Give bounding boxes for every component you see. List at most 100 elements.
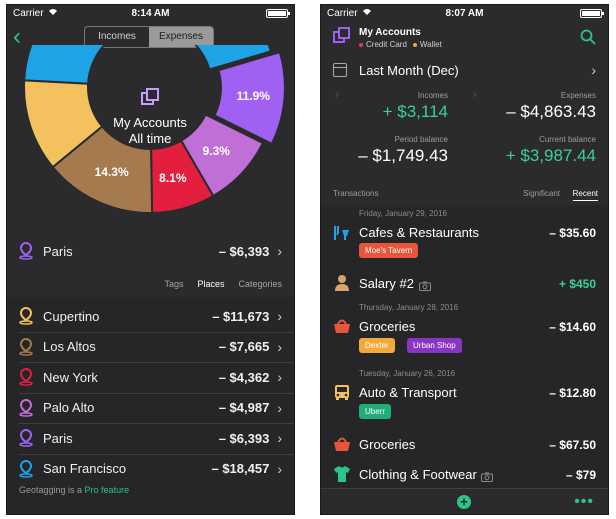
group-tabs: Tags Places Categories [164, 279, 282, 289]
transaction-amount: – $67.50 [549, 438, 596, 452]
tag-chip[interactable]: Uberr [359, 404, 392, 419]
chevron-right-icon: › [277, 369, 282, 385]
basket-icon [333, 317, 351, 335]
footnote-text: Geotagging is a [19, 485, 85, 495]
pin-icon [19, 459, 33, 478]
tag-chip[interactable]: Urban Shop [407, 338, 462, 353]
tab-significant[interactable]: Significant [523, 189, 560, 198]
chevron-left-icon[interactable]: › [335, 89, 339, 101]
transaction-category: Cafes & Restaurants [359, 225, 479, 240]
chevron-right-icon: › [277, 338, 282, 355]
expenses-value: – $4,863.43 [506, 102, 596, 121]
expenses-cell[interactable]: Expenses – $4,863.43 [506, 91, 596, 122]
tab-places[interactable]: Places [197, 279, 225, 289]
nav-bar: My Accounts Credit Card Wallet [321, 21, 608, 55]
wifi-icon [362, 8, 372, 19]
donut-slice[interactable] [23, 79, 104, 169]
camera-icon [419, 278, 431, 296]
slice-percent-label: 8.1% [159, 170, 187, 185]
back-chevron-icon[interactable]: ‹ [13, 23, 21, 50]
place-amount: – $18,457 [211, 461, 270, 476]
place-name: San Francisco [43, 461, 127, 476]
place-name: Palo Alto [43, 400, 95, 415]
slice-percent-label: 14.3% [94, 165, 129, 180]
place-name: Paris [43, 430, 73, 446]
chevron-right-icon: › [277, 460, 282, 477]
transaction-row[interactable]: Groceries – $67.50 [321, 435, 608, 455]
place-name: New York [43, 369, 98, 385]
place-row[interactable]: San Francisco – $18,457 › [7, 454, 294, 484]
incomes-segment[interactable]: Incomes [98, 31, 136, 42]
transaction-row[interactable]: Groceries – $14.60 [321, 316, 608, 336]
transaction-amount: – $35.60 [549, 226, 596, 240]
place-amount: – $7,665 [218, 339, 270, 354]
transaction-amount: – $12.80 [549, 386, 596, 400]
transaction-row[interactable]: Clothing & Footwear – $79 [321, 465, 608, 485]
accounts-icon[interactable] [333, 27, 351, 45]
battery-icon [266, 8, 290, 18]
pin-icon [19, 241, 33, 260]
selected-place-row[interactable]: Paris – $6,393 › [7, 236, 294, 266]
current-balance-label: Current balance [539, 135, 596, 144]
place-name: Los Altos [43, 339, 96, 354]
current-balance-cell: Current balance + $3,987.44 [506, 135, 596, 166]
car-icon [333, 383, 351, 401]
pro-feature-link[interactable]: Pro feature [84, 485, 130, 495]
place-row[interactable]: Cupertino – $11,673 › [7, 301, 294, 331]
place-row[interactable]: Palo Alto – $4,987 › [7, 393, 294, 423]
tab-tags[interactable]: Tags [164, 279, 184, 289]
tab-recent[interactable]: Recent [572, 189, 598, 201]
donut-slice[interactable] [213, 50, 286, 146]
selected-place-amount: – $6,393 [218, 243, 270, 259]
period-selector[interactable]: Last Month (Dec) › [321, 57, 608, 83]
donut-slice[interactable] [23, 45, 273, 85]
carrier-label: Carrier [327, 7, 358, 19]
chevron-right-icon: › [591, 62, 596, 78]
current-balance-value: + $3,987.44 [505, 146, 596, 165]
transaction-row[interactable]: Auto & Transport – $12.80 [321, 382, 608, 402]
bottom-toolbar: + ••• [321, 488, 608, 514]
divider [19, 423, 294, 424]
incomes-cell[interactable]: Incomes + $3,114 [383, 91, 448, 122]
divider [19, 453, 294, 455]
transaction-row[interactable]: Salary #2 + $450 [321, 273, 608, 293]
transaction-amount: – $79 [565, 468, 596, 482]
tag-chip[interactable]: Moe's Tavern [359, 243, 419, 258]
transaction-amount: + $450 [558, 277, 596, 291]
chevron-right-icon: › [277, 308, 282, 324]
chevron-right-icon[interactable]: › [473, 89, 477, 101]
credit-card-label: Credit Card [366, 40, 407, 49]
transaction-amount: – $14.60 [549, 320, 596, 334]
period-balance-value: – $1,749.43 [358, 146, 448, 165]
transaction-row[interactable]: Cafes & Restaurants – $35.60 [321, 222, 608, 242]
donut-center-title: My Accounts [113, 115, 187, 130]
expenses-segment[interactable]: Expenses [149, 27, 213, 47]
add-transaction-button[interactable]: + [457, 495, 471, 509]
tag-chip[interactable]: Dexter [359, 338, 395, 353]
place-amount: – $11,673 [212, 308, 270, 324]
accounts-icon [91, 87, 209, 111]
expense-donut-chart[interactable] [7, 45, 295, 245]
transaction-category: Groceries [359, 319, 416, 334]
pin-icon [19, 306, 33, 325]
more-icon[interactable]: ••• [574, 493, 594, 510]
place-name: Cupertino [43, 308, 100, 324]
summary-panel: › Incomes + $3,114 › Expenses – $4,863.4… [321, 85, 608, 177]
account-title[interactable]: My Accounts [359, 27, 421, 38]
transactions-label: Transactions [333, 189, 379, 198]
nav-bar: ‹ Incomes Expenses [7, 21, 294, 57]
place-row[interactable]: Paris – $6,393 › [7, 423, 294, 453]
slice-percent-label: 9.3% [202, 144, 230, 159]
divider [19, 362, 294, 363]
period-balance-cell: Period balance – $1,749.43 [358, 135, 448, 166]
date-header: Friday, January 29, 2016 [359, 209, 447, 218]
basket-icon [333, 435, 351, 453]
place-row[interactable]: New York – $4,362 › [7, 362, 294, 392]
search-icon[interactable] [580, 29, 596, 45]
place-row[interactable]: Los Altos – $7,665 › [7, 332, 294, 362]
expenses-label: Expenses [560, 91, 596, 100]
person-icon [333, 274, 351, 292]
incomes-label: Incomes [417, 91, 448, 100]
tab-categories[interactable]: Categories [238, 279, 282, 289]
wallet-dot [412, 42, 417, 47]
